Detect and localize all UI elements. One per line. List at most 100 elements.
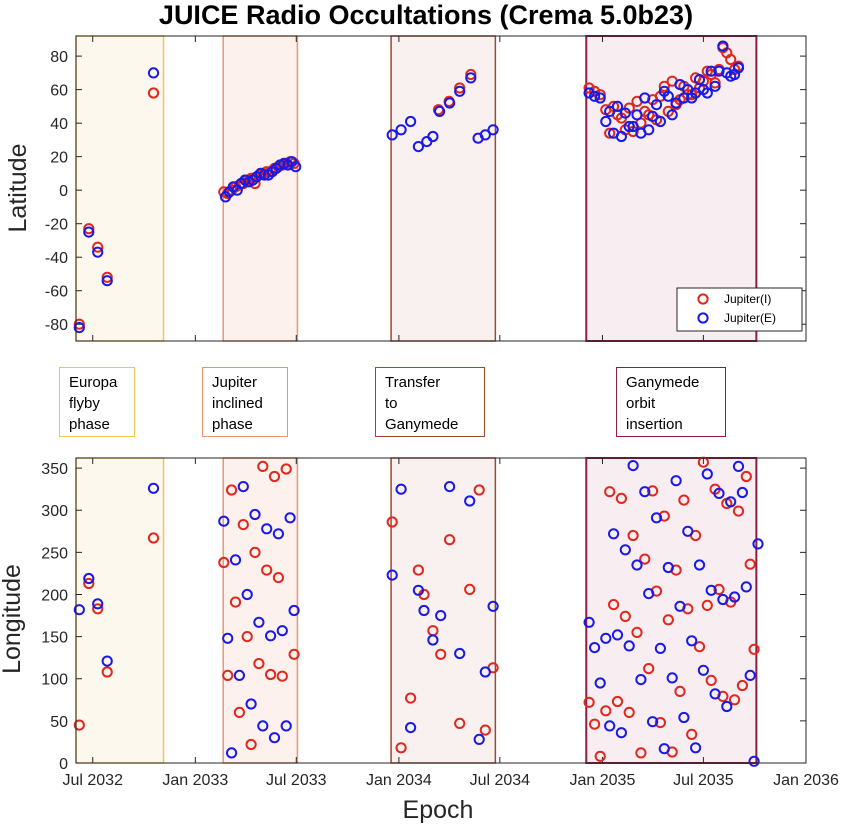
longitude-point-jupiter-i-41 (608, 599, 620, 611)
longitude-point-jupiter-i-61 (686, 728, 698, 741)
legend-marker-jupiter-i (697, 293, 709, 305)
latitude-point-jupiter-i-0 (73, 318, 85, 330)
longitude-point-jupiter-i-8 (229, 596, 242, 608)
longitude-point-jupiter-e-60 (678, 711, 690, 724)
longitude-point-jupiter-e-54 (654, 642, 667, 655)
longitude-point-jupiter-i-24 (395, 742, 407, 754)
longitude-point-jupiter-e-44 (615, 727, 628, 739)
latitude-phase-region-2 (390, 35, 497, 342)
longitude-point-jupiter-e-24 (386, 569, 398, 581)
longitude-point-jupiter-e-70 (717, 593, 729, 606)
longitude-point-jupiter-e-66 (701, 468, 713, 480)
longitude-point-jupiter-e-13 (249, 508, 261, 521)
xtick-label-5: Jan 2035 (570, 772, 636, 789)
longitude-axes-frame (75, 457, 807, 764)
longitude-point-jupiter-e-12 (245, 698, 257, 710)
longitude-point-jupiter-e-77 (744, 669, 756, 682)
longitude-point-jupiter-e-71 (721, 700, 733, 713)
latitude-point-jupiter-i-26 (454, 82, 466, 94)
longitude-point-jupiter-e-53 (650, 512, 663, 524)
longitude-point-jupiter-e-57 (666, 672, 678, 684)
longitude-point-jupiter-e-45 (619, 544, 631, 556)
longitude-point-jupiter-i-16 (261, 564, 273, 576)
longitude-point-jupiter-e-0 (73, 604, 85, 616)
longitude-point-jupiter-e-21 (280, 720, 292, 732)
latitude-point-jupiter-i-4 (147, 87, 160, 99)
latitude-point-jupiter-e-26 (405, 115, 417, 128)
longitude-point-jupiter-i-46 (627, 529, 639, 542)
longitude-point-jupiter-i-34 (479, 724, 491, 736)
longitude-point-jupiter-i-32 (464, 583, 476, 596)
longitude-point-jupiter-i-25 (405, 692, 417, 704)
longitude-point-jupiter-e-23 (288, 604, 300, 617)
longitude-point-jupiter-e-79 (752, 538, 764, 550)
longitude-point-jupiter-e-50 (639, 486, 651, 498)
longitude-points (73, 456, 764, 767)
latitude-point-jupiter-e-74 (732, 62, 745, 74)
longitude-ytick-label-1: 50 (50, 714, 68, 731)
latitude-point-jupiter-e-36 (487, 124, 499, 136)
longitude-panel: 0 50 100 150 200 250 300 350 Longitude (0, 456, 807, 773)
latitude-point-jupiter-e-44 (615, 130, 628, 143)
latitude-point-jupiter-i-1 (83, 223, 95, 235)
latitude-point-jupiter-e-45 (619, 107, 631, 119)
phase-label-ganymede-orbit-insertion: Ganymede orbit insertion (616, 367, 726, 437)
longitude-phase-region-0 (75, 457, 165, 764)
longitude-point-jupiter-e-55 (658, 743, 670, 755)
latitude-point-jupiter-e-1 (83, 226, 95, 238)
xtick-label-6: Jul 2035 (673, 772, 734, 789)
longitude-point-jupiter-i-51 (647, 485, 659, 497)
latitude-point-jupiter-e-57 (666, 109, 678, 121)
longitude-point-jupiter-i-40 (604, 486, 616, 498)
latitude-point-jupiter-e-35 (479, 129, 491, 141)
latitude-point-jupiter-e-31 (444, 97, 456, 109)
longitude-point-jupiter-i-17 (265, 668, 277, 681)
longitude-point-jupiter-e-43 (611, 629, 624, 641)
longitude-ytick-label-7: 350 (41, 461, 68, 478)
latitude-y-ticks: -80 -60 -40 -20 0 20 40 60 80 (45, 49, 806, 334)
longitude-point-jupiter-i-68 (713, 583, 725, 596)
longitude-point-jupiter-e-31 (444, 481, 456, 493)
longitude-point-jupiter-e-20 (276, 625, 288, 637)
latitude-point-jupiter-e-38 (589, 90, 601, 102)
longitude-point-jupiter-e-19 (272, 528, 284, 540)
longitude-point-jupiter-e-68 (709, 688, 721, 700)
longitude-point-jupiter-i-43 (615, 492, 628, 504)
longitude-point-jupiter-i-73 (732, 505, 745, 517)
longitude-point-jupiter-e-67 (705, 584, 717, 596)
latitude-point-jupiter-e-4 (147, 67, 160, 79)
longitude-point-jupiter-e-9 (233, 669, 245, 682)
latitude-point-jupiter-i-59 (709, 77, 721, 89)
longitude-point-jupiter-e-63 (690, 742, 702, 754)
longitude-ytick-label-6: 300 (41, 503, 68, 520)
longitude-point-jupiter-e-73 (729, 591, 741, 603)
longitude-point-jupiter-e-47 (627, 460, 639, 472)
longitude-point-jupiter-i-2 (92, 603, 104, 615)
longitude-point-jupiter-i-0 (73, 719, 85, 731)
longitude-point-jupiter-e-74 (732, 460, 745, 472)
longitude-point-jupiter-e-17 (265, 630, 277, 642)
latitude-point-jupiter-e-24 (386, 129, 398, 141)
longitude-point-jupiter-e-35 (479, 666, 491, 678)
xtick-label-0: Jul 2032 (62, 772, 123, 789)
longitude-point-jupiter-e-15 (257, 720, 269, 732)
longitude-point-jupiter-e-22 (284, 512, 296, 524)
phase-label-jupiter-inclined: Jupiter inclined phase (202, 367, 288, 437)
longitude-point-jupiter-i-44 (619, 610, 631, 623)
longitude-point-jupiter-e-62 (686, 635, 698, 647)
longitude-point-jupiter-i-7 (226, 484, 238, 496)
longitude-point-jupiter-i-72 (729, 694, 741, 706)
latitude-ytick-label-3: -20 (45, 217, 68, 234)
xtick-label-1: Jan 2033 (162, 772, 228, 789)
latitude-point-jupiter-i-30 (594, 89, 606, 101)
latitude-point-jupiter-i-3 (101, 271, 113, 283)
longitude-point-jupiter-e-34 (473, 733, 485, 746)
longitude-point-jupiter-i-54 (658, 510, 670, 522)
longitude-point-jupiter-i-33 (473, 484, 485, 496)
longitude-point-jupiter-e-65 (697, 664, 710, 676)
longitude-point-jupiter-i-42 (611, 695, 624, 708)
longitude-point-jupiter-e-7 (226, 747, 238, 759)
latitude-point-jupiter-e-70 (717, 40, 729, 52)
longitude-point-jupiter-e-36 (487, 600, 499, 612)
